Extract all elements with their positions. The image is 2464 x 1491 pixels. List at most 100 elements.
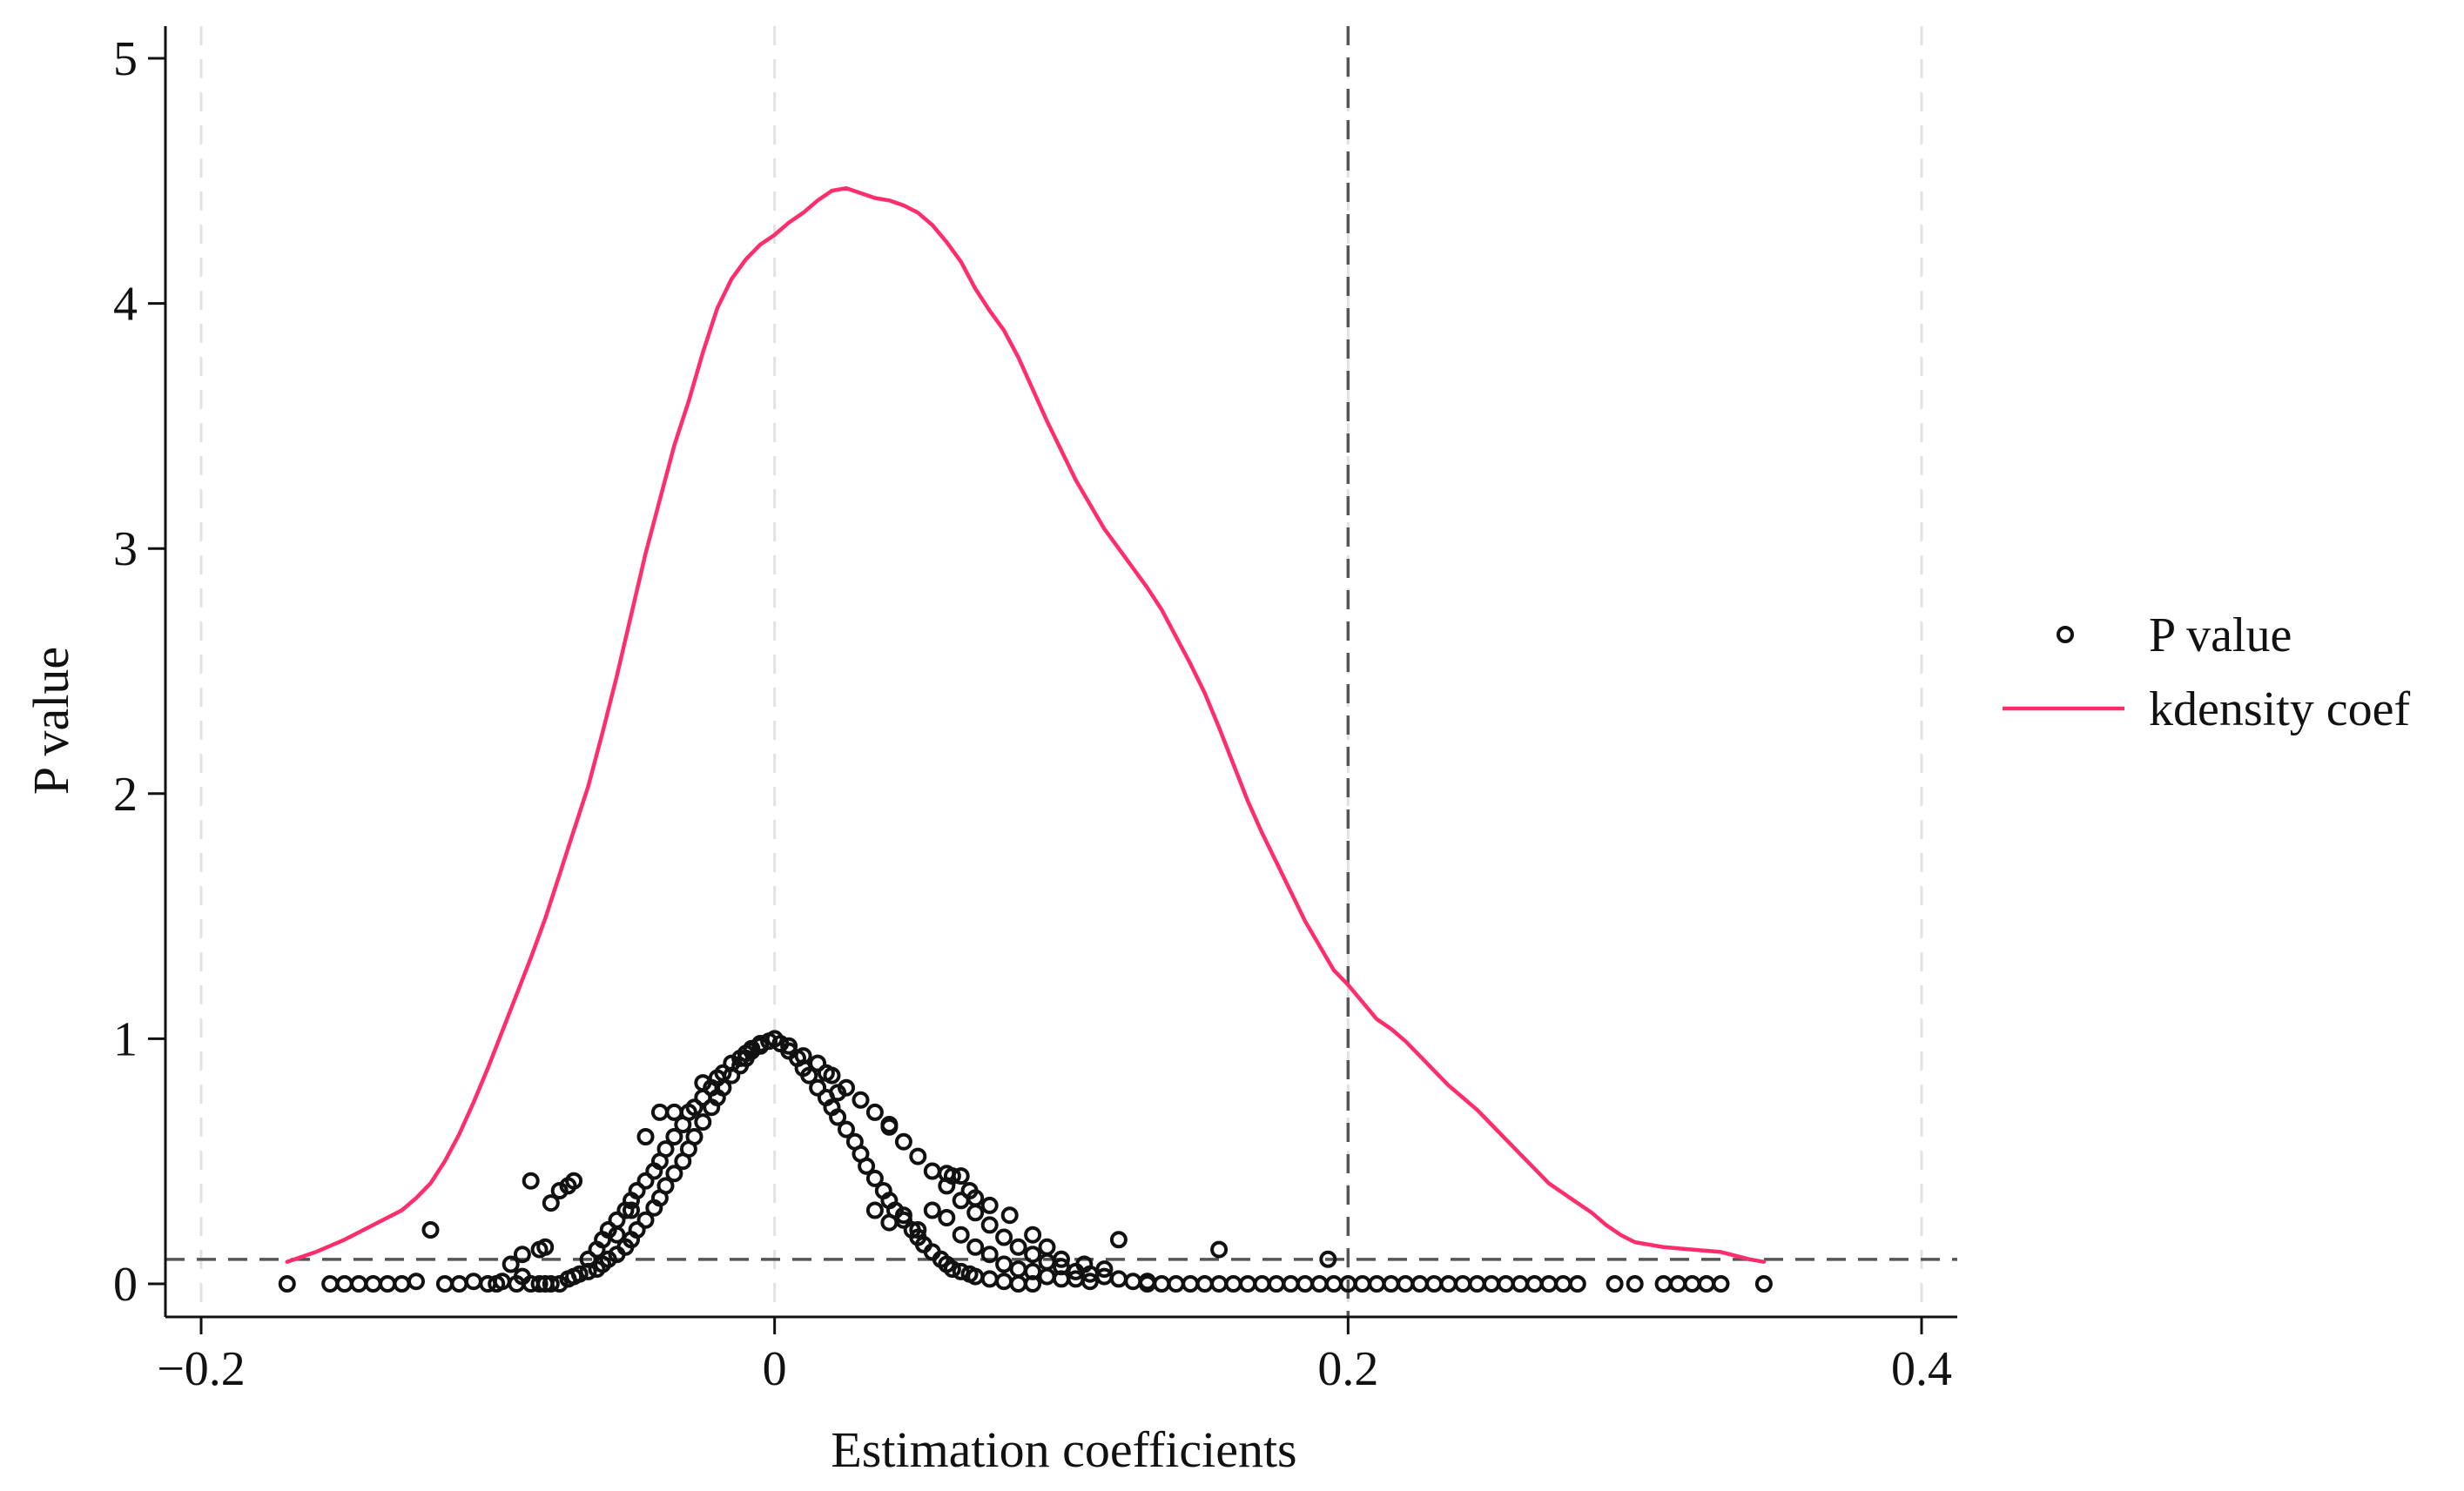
p-value-point-84 — [751, 1035, 770, 1052]
p-value-point-30 — [565, 1172, 583, 1190]
p-value-point-130 — [865, 1103, 884, 1121]
p-value-point-60 — [579, 1250, 597, 1268]
p-value-point-72 — [665, 1128, 683, 1145]
p-value-point-129 — [852, 1091, 870, 1109]
y-tick-label-5: 5 — [113, 32, 138, 86]
p-value-point-177 — [995, 1255, 1013, 1273]
p-value-point-139 — [995, 1228, 1013, 1246]
p-value-point-151 — [829, 1084, 847, 1102]
x-axis-ticks: −0.2 0 0.2 0.4 — [157, 1317, 1952, 1396]
p-value-point-67 — [628, 1182, 646, 1199]
kdensity-series — [285, 185, 1767, 1264]
p-value-point-158 — [980, 1196, 999, 1214]
p-value-point-167 — [1319, 1250, 1337, 1268]
p-value-point-157 — [966, 1189, 985, 1207]
legend-label-kdensity: kdensity coef — [2149, 682, 2410, 736]
p-value-point-152 — [880, 1116, 899, 1133]
p-value-point-42 — [636, 1211, 655, 1229]
kdensity-line — [285, 185, 1767, 1264]
y-tick-label-2: 2 — [113, 768, 138, 822]
p-value-point-141 — [1024, 1246, 1042, 1264]
p-value-point-96 — [800, 1066, 818, 1085]
p-value-point-166 — [1210, 1240, 1229, 1259]
p-value-point-15 — [502, 1255, 520, 1273]
legend-label-p-value: P value — [2149, 608, 2292, 662]
p-value-point-79 — [714, 1064, 732, 1082]
x-tick-label-3: 0.4 — [1891, 1342, 1952, 1396]
p-value-point-165 — [1109, 1231, 1128, 1249]
p-value-point-175 — [966, 1238, 985, 1256]
p-value-point-172 — [923, 1201, 941, 1219]
p-value-point-28 — [550, 1182, 569, 1199]
p-value-point-183 — [1081, 1273, 1099, 1291]
p-value-point-49 — [685, 1128, 704, 1145]
p-value-point-140 — [1009, 1238, 1027, 1256]
p-value-point-19 — [530, 1275, 549, 1293]
y-tick-label-0: 0 — [113, 1258, 138, 1312]
p-value-point-21 — [542, 1275, 560, 1293]
p-value-point-176 — [980, 1246, 999, 1264]
p-value-point-83 — [743, 1039, 761, 1058]
y-axis-ticks: 0 1 2 3 4 5 — [113, 32, 165, 1312]
p-value-point-160 — [1024, 1226, 1042, 1244]
p-value-point-8 — [421, 1221, 440, 1239]
p-value-point-50 — [694, 1113, 712, 1132]
p-value-point-125 — [794, 1047, 812, 1065]
p-value-point-104 — [858, 1157, 876, 1175]
x-tick-label-1: 0 — [763, 1342, 787, 1396]
p-value-point-138 — [980, 1216, 999, 1234]
p-value-point-221 — [1712, 1275, 1730, 1293]
p-value-point-222 — [1754, 1275, 1773, 1293]
p-value-point-100 — [829, 1108, 847, 1126]
y-axis-title: P value — [23, 647, 79, 795]
p-value-point-97 — [809, 1078, 827, 1097]
p-value-point-63 — [599, 1221, 617, 1239]
p-value-point-68 — [636, 1172, 655, 1190]
p-value-point-80 — [723, 1054, 741, 1072]
p-value-point-41 — [628, 1221, 646, 1239]
p-value-point-7 — [407, 1273, 425, 1291]
p-value-point-132 — [894, 1132, 912, 1151]
p-value-point-101 — [838, 1120, 855, 1138]
p-value-point-33 — [570, 1265, 589, 1283]
p-value-point-105 — [865, 1169, 884, 1187]
x-tick-label-0: −0.2 — [157, 1342, 246, 1396]
p-value-point-168 — [865, 1201, 884, 1219]
p-value-point-161 — [1038, 1238, 1056, 1256]
p-value-point-179 — [1024, 1262, 1042, 1280]
y-tick-label-4: 4 — [113, 278, 138, 332]
p-value-point-87 — [665, 1103, 683, 1121]
p-value-point-71 — [656, 1140, 675, 1159]
p-value-point-164 — [1095, 1260, 1114, 1279]
p-value-point-116 — [943, 1260, 961, 1279]
p-value-point-154 — [943, 1167, 961, 1185]
p-value-point-214 — [1568, 1275, 1586, 1293]
p-value-point-88 — [694, 1074, 712, 1092]
p-value-point-24 — [522, 1172, 540, 1190]
p-value-point-170 — [894, 1206, 912, 1225]
p-value-point-173 — [938, 1209, 956, 1226]
p-value-point-216 — [1626, 1275, 1644, 1293]
x-tick-label-2: 0.2 — [1317, 1342, 1378, 1396]
p-value-point-117 — [952, 1262, 970, 1280]
x-axis-title: Estimation coefficients — [831, 1421, 1296, 1478]
p-value-point-155 — [952, 1167, 970, 1185]
p-value-point-150 — [817, 1064, 835, 1082]
p-value-point-37 — [599, 1250, 617, 1268]
p-value-point-26 — [536, 1238, 555, 1256]
p-value-point-75 — [685, 1098, 704, 1117]
p-value-point-159 — [1000, 1206, 1019, 1225]
legend-marker-p-value — [2057, 626, 2074, 643]
p-value-point-0 — [278, 1275, 296, 1293]
p-value-point-215 — [1606, 1275, 1624, 1293]
p-value-series — [278, 1030, 1773, 1293]
p-value-point-128 — [838, 1078, 855, 1097]
p-value-point-126 — [809, 1054, 827, 1072]
y-tick-label-3: 3 — [113, 522, 138, 576]
p-value-point-85 — [636, 1128, 655, 1145]
axes — [164, 26, 1957, 1319]
p-value-point-133 — [909, 1147, 927, 1165]
p-value-point-163 — [1075, 1255, 1094, 1273]
